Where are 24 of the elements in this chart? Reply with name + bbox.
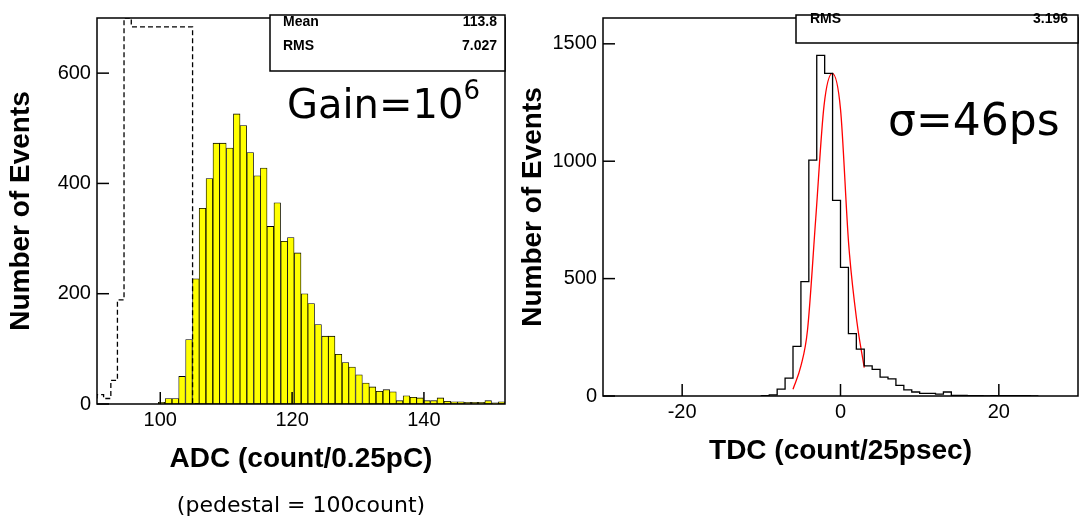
y-tick-label: 500 (563, 266, 597, 289)
annotation: RMS (283, 36, 315, 53)
y-tick-label: 200 (57, 281, 91, 304)
y-axis-title: Number of Events (515, 87, 547, 327)
x-tick-label: 20 (987, 399, 1010, 422)
y-tick-label: 1000 (552, 148, 597, 171)
annotation: σ=46ps (888, 94, 1060, 146)
annotation: Mean (283, 12, 319, 29)
x-tick-label: 0 (834, 399, 847, 422)
annotation: 7.027 (461, 36, 498, 53)
x-tick-label: 140 (407, 407, 441, 430)
y-tick-label: 600 (57, 60, 91, 83)
x-axis-title: ADC (count/0.25pC) (169, 441, 433, 473)
annotation: 113.8 (462, 12, 498, 29)
text: (pedestal = 100count) (176, 491, 426, 517)
x-axis-title: TDC (count/25psec) (709, 433, 972, 465)
y-axis-title: Number of Events (3, 91, 35, 331)
x-tick-label: 120 (275, 407, 309, 430)
y-tick-label: 0 (585, 383, 597, 406)
x-tick-label: 100 (143, 407, 177, 430)
y-tick-label: 1500 (552, 31, 597, 54)
x-tick-label: -20 (667, 399, 697, 422)
line-series (792, 72, 865, 390)
y-tick-label: 400 (57, 170, 91, 193)
